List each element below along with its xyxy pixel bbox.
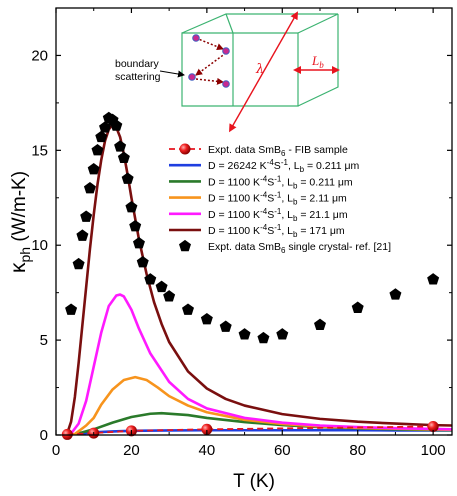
lambda-arrow xyxy=(229,11,298,133)
legend-swatch-0 xyxy=(179,143,191,155)
data-point-crystal xyxy=(238,328,251,340)
legend-label-6: Expt. data SmB6 single crystal- ref. [21… xyxy=(208,241,391,255)
data-point-crystal xyxy=(72,257,85,270)
x-tick-label: 0 xyxy=(52,442,60,459)
x-tick-label: 60 xyxy=(274,442,291,459)
lb-label-sub: b xyxy=(319,60,324,70)
data-point-crystal xyxy=(117,151,130,164)
lambda-label: λ xyxy=(255,62,264,77)
data-point-crystal xyxy=(65,303,78,315)
inset-arrows xyxy=(159,11,340,133)
boundary-label-line1: boundary xyxy=(115,58,160,70)
legend-label-5: D = 1100 K-4S-1, Lb = 171 μm xyxy=(208,223,345,239)
data-point-fib xyxy=(427,420,439,432)
data-point-crystal xyxy=(83,181,96,194)
series-line-4 xyxy=(63,293,452,435)
data-point-crystal xyxy=(144,273,157,285)
data-point-crystal xyxy=(132,237,145,249)
data-point-crystal xyxy=(91,144,104,156)
ticks-layer: 0 20 40 60 80 100 0 5 10 15 20 xyxy=(31,7,452,459)
data-point-crystal xyxy=(136,256,149,268)
plot-frame xyxy=(55,7,453,436)
y-axis-title: κph (W/m-K) xyxy=(7,171,33,273)
y-tick-label: 10 xyxy=(31,237,48,254)
y-tick-label: 5 xyxy=(40,332,48,349)
data-point-crystal xyxy=(76,229,89,241)
y-tick-label: 15 xyxy=(31,142,48,159)
y-axis-title-sub: ph xyxy=(17,247,33,263)
scatter-path-1 xyxy=(195,37,224,50)
y-axis-title-units: (W/m-K) xyxy=(9,171,30,247)
data-point-crystal xyxy=(351,301,364,313)
x-tick-label: 20 xyxy=(123,442,140,459)
legend-label-0: Expt. data SmB6 - FIB sample xyxy=(208,144,348,158)
data-point-fib xyxy=(201,423,213,435)
data-point-crystal xyxy=(95,130,108,143)
data-point-crystal xyxy=(257,331,270,344)
lb-label: Lb xyxy=(311,53,324,70)
x-tick-label: 100 xyxy=(421,442,446,459)
phonon-dot-3 xyxy=(222,80,230,88)
legend-swatch-6 xyxy=(179,239,191,252)
box-inner-edge-top xyxy=(225,13,234,34)
legend-label-1: D = 26242 K-4S-1, Lb = 0.211 μm xyxy=(208,158,360,174)
data-point-crystal xyxy=(276,328,289,340)
data-point-crystal xyxy=(129,219,142,232)
legend-label-4: D = 1100 K-4S-1, Lb = 21.1 μm xyxy=(208,207,348,223)
boundary-pointer-arrow xyxy=(159,70,185,78)
phonon-dot-1 xyxy=(222,47,230,55)
phonon-dot-2 xyxy=(188,73,196,81)
boundary-label-line2: scattering xyxy=(115,71,161,83)
data-point-crystal xyxy=(99,121,112,133)
box-top-face xyxy=(181,13,339,34)
data-point-crystal xyxy=(427,273,440,285)
data-point-crystal xyxy=(200,312,213,325)
lb-label-main: L xyxy=(311,53,319,68)
data-point-crystal xyxy=(314,318,326,331)
y-tick-label: 0 xyxy=(40,427,48,444)
x-tick-label: 80 xyxy=(349,442,366,459)
data-point-crystal xyxy=(182,303,194,315)
data-point-crystal xyxy=(163,290,176,302)
series-line-5 xyxy=(62,123,452,435)
boundary-scattering-inset: boundary scattering λ Lb xyxy=(115,11,340,133)
y-tick-label: 20 xyxy=(31,47,48,64)
data-point-crystal xyxy=(219,320,232,332)
scatter-path-3 xyxy=(195,77,224,85)
phonon-dot-0 xyxy=(192,34,200,42)
data-point-crystal xyxy=(80,210,93,222)
x-axis-title: T (K) xyxy=(233,471,275,492)
data-point-crystal xyxy=(125,200,138,213)
y-axis-title-main: κ xyxy=(7,262,30,273)
data-point-crystal xyxy=(114,140,127,152)
data-point-crystal xyxy=(121,172,134,184)
x-tick-label: 40 xyxy=(199,442,216,459)
data-point-crystal xyxy=(389,288,402,300)
data-point-crystal xyxy=(87,163,100,175)
series-line-3 xyxy=(63,375,452,435)
marker-layer xyxy=(61,111,440,440)
data-point-crystal xyxy=(110,119,123,131)
box-front-face xyxy=(181,32,299,107)
box-side-face xyxy=(297,14,339,107)
data-point-crystal xyxy=(155,280,168,293)
scatter-path-2 xyxy=(195,52,227,76)
legend-label-2: D = 1100 K-4S-1, Lb = 0.211 μm xyxy=(208,174,353,190)
legend-label-3: D = 1100 K-4S-1, Lb = 2.11 μm xyxy=(208,191,347,207)
